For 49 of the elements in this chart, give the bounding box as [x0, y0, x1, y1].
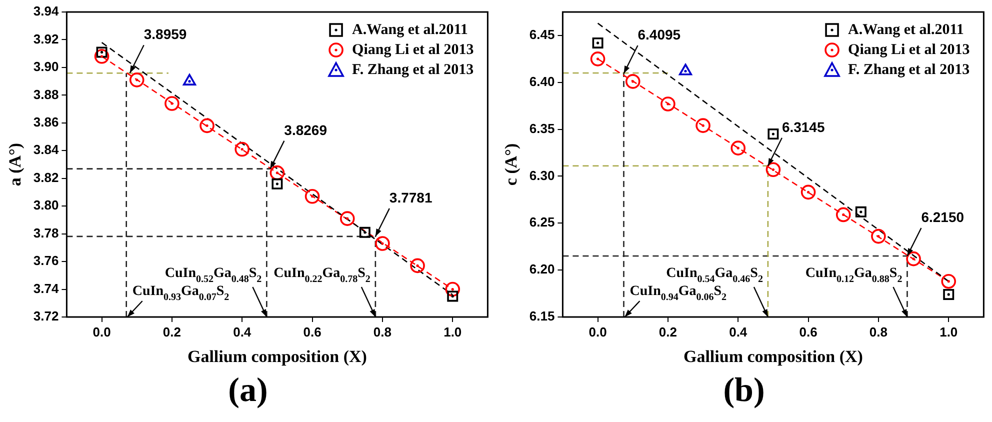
- annotation: 6.2150: [921, 209, 964, 225]
- legend-label: Qiang Li et al 2013: [352, 42, 474, 58]
- y-tick-label: 6.15: [529, 308, 555, 324]
- y-tick-label: 6.20: [529, 262, 555, 277]
- y-tick-label: 3.84: [33, 142, 60, 158]
- text: (b): [722, 372, 766, 410]
- x-tick-label: 0.8: [869, 324, 888, 340]
- y-tick-label: 3.78: [33, 225, 59, 240]
- annotation: 6.3145: [782, 118, 825, 135]
- annotation: 3.8269: [284, 122, 328, 138]
- y-tick-label: 6.30: [529, 168, 555, 183]
- legend-label: Qiang Li et al 2013: [848, 42, 970, 58]
- legend-label: F. Zhang et al 2013: [848, 62, 970, 78]
- x-tick-label: 0.6: [799, 324, 818, 340]
- x-tick-label: 0.0: [92, 324, 111, 340]
- x-axis-title: Gallium composition (X): [187, 347, 367, 366]
- y-tick-label: 3.82: [33, 170, 59, 185]
- y-tick-label: 3.74: [33, 280, 60, 296]
- y-tick-label: 3.86: [33, 114, 59, 130]
- text: (a): [227, 372, 269, 410]
- x-tick-label: 1.0: [444, 324, 462, 340]
- y-tick-label: 3.72: [33, 308, 59, 324]
- x-axis-title: Gallium composition (X): [683, 347, 863, 366]
- y-tick-label: 3.88: [33, 86, 59, 102]
- x-tick-label: 0.2: [162, 324, 181, 340]
- y-axis-title: a (A°): [6, 142, 25, 186]
- y-tick-label: 3.76: [33, 253, 59, 268]
- x-tick-label: 0.4: [233, 324, 252, 340]
- y-tick-label: 3.94: [33, 4, 60, 19]
- y-axis-title: c (A°): [502, 143, 521, 186]
- y-tick-label: 3.80: [33, 198, 59, 213]
- x-tick-label: 0.8: [373, 324, 392, 340]
- x-tick-label: 1.0: [940, 324, 958, 340]
- x-tick-label: 0.6: [303, 324, 322, 340]
- y-tick-label: 6.35: [529, 120, 555, 136]
- x-tick-label: 0.2: [658, 324, 677, 340]
- annotation: 6.4095: [638, 26, 681, 42]
- y-tick-label: 3.92: [33, 31, 59, 46]
- y-tick-label: 3.90: [33, 59, 59, 74]
- legend-label: F. Zhang et al 2013: [352, 62, 474, 78]
- y-tick-label: 6.25: [529, 214, 555, 230]
- annotation: 3.8959: [144, 26, 187, 42]
- legend-label: A.Wang et al.2011: [848, 22, 964, 38]
- y-tick-label: 6.40: [529, 74, 555, 89]
- annotation: 3.7781: [389, 189, 432, 206]
- y-tick-label: 6.45: [529, 27, 555, 42]
- legend-label: A.Wang et al.2011: [352, 22, 468, 38]
- x-tick-label: 0.0: [588, 324, 607, 340]
- x-tick-label: 0.4: [729, 324, 748, 340]
